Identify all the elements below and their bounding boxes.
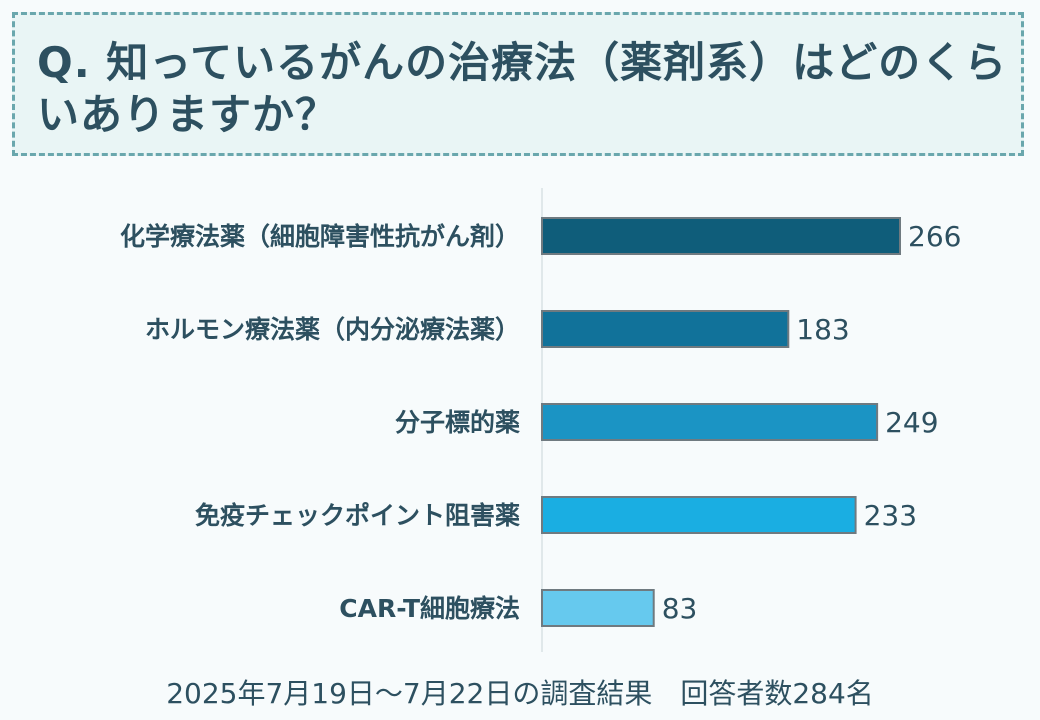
bar — [541, 310, 790, 348]
value-label: 83 — [662, 592, 698, 625]
category-label: 化学療法薬（細胞障害性抗がん剤） — [120, 222, 520, 251]
value-label: 233 — [864, 499, 917, 532]
category-label: 分子標的薬 — [395, 408, 520, 437]
question-box: Q. 知っているがんの治療法（薬剤系）はどのくらいありますか？ — [12, 12, 1024, 156]
bar — [541, 403, 879, 441]
value-label: 183 — [796, 313, 849, 346]
value-label: 249 — [885, 406, 938, 439]
bar — [541, 589, 655, 627]
question-title: Q. 知っているがんの治療法（薬剤系）はどのくらいありますか？ — [37, 38, 1008, 139]
bar — [541, 496, 857, 534]
category-label: ホルモン療法薬（内分泌療法薬） — [145, 315, 520, 344]
bar-chart: 化学療法薬（細胞障害性抗がん剤） 266 ホルモン療法薬（内分泌療法薬） 183 分子標… — [120, 188, 961, 652]
value-label: 266 — [908, 220, 961, 253]
bar — [541, 217, 901, 255]
survey-footnote: 2025年7月19日～7月22日の調査結果 回答者数284名 — [166, 677, 874, 710]
category-label: 免疫チェックポイント阻害薬 — [195, 501, 520, 530]
category-label: CAR-T細胞療法 — [339, 594, 520, 623]
